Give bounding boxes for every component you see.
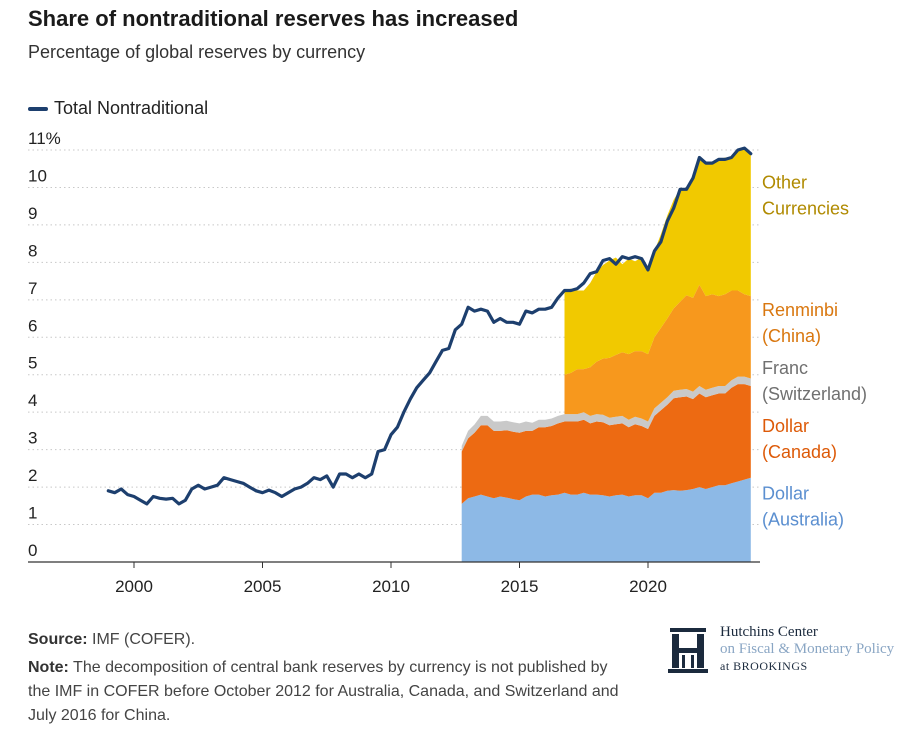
x-tick-label: 2010 xyxy=(372,577,410,596)
grid-lines xyxy=(28,149,760,526)
area-dollar-australia xyxy=(461,477,751,562)
total-line-group xyxy=(106,146,753,506)
series-label-franc: Franc (Switzerland) xyxy=(762,358,867,404)
y-tick-label: 11% xyxy=(28,130,61,148)
series-label-line: Dollar xyxy=(762,416,809,436)
x-tick-label: 2020 xyxy=(629,577,667,596)
series-label-line: (China) xyxy=(762,326,821,346)
series-label-line: (Canada) xyxy=(762,442,837,462)
y-tick-label: 9 xyxy=(28,204,37,223)
y-tick-label: 1 xyxy=(28,504,37,523)
y-tick-label: 7 xyxy=(28,279,37,298)
y-tick-label: 0 xyxy=(28,541,37,560)
logo-text: Hutchins Center on Fiscal & Monetary Pol… xyxy=(720,624,894,675)
hutchins-h-icon xyxy=(668,628,708,673)
series-label-line: Currencies xyxy=(762,199,849,219)
total-nontraditional-line xyxy=(106,146,753,506)
note-label: Note: xyxy=(28,659,69,676)
source-line: Source: IMF (COFER). xyxy=(28,628,195,652)
area-franc-switzerland xyxy=(461,376,751,452)
note-text: The decomposition of central bank reserv… xyxy=(28,659,619,724)
legend-line-swatch xyxy=(28,106,48,111)
legend-label-total: Total Nontraditional xyxy=(54,98,209,118)
series-label-line: (Switzerland) xyxy=(762,384,867,404)
chart-subtitle: Percentage of global reserves by currenc… xyxy=(28,42,366,62)
series-label-renminbi: Renminbi (China) xyxy=(762,300,838,346)
chart-canvas: 0 1 2 3 4 5 6 7 8 9 10 11% 2000 2005 2010 2015 2020 Oth… xyxy=(28,130,867,596)
series-label-aud: Dollar (Australia) xyxy=(762,484,844,530)
y-tick-label: 10 xyxy=(28,166,47,185)
logo-line-2: on Fiscal & Monetary Policy xyxy=(720,641,895,657)
y-axis-ticks: 0 1 2 3 4 5 6 7 8 9 10 11% xyxy=(28,130,61,560)
x-tick-label: 2015 xyxy=(501,577,539,596)
note-block: Note: The decomposition of central bank … xyxy=(28,656,628,728)
x-axis: 2000 2005 2010 2015 2020 xyxy=(28,561,760,596)
area-dollar-canada xyxy=(461,384,751,504)
y-tick-label: 5 xyxy=(28,354,37,373)
y-tick-label: 3 xyxy=(28,429,37,448)
y-tick-label: 8 xyxy=(28,241,37,260)
area-other-currencies xyxy=(564,148,751,375)
x-tick-label: 2000 xyxy=(115,577,153,596)
series-labels: Other Currencies Renminbi (China) Franc (Swit… xyxy=(762,173,867,530)
y-tick-label: 6 xyxy=(28,316,37,335)
series-label-line: Renminbi xyxy=(762,300,838,320)
x-tick-label: 2005 xyxy=(244,577,282,596)
stacked-areas xyxy=(461,148,751,562)
y-tick-label: 2 xyxy=(28,466,37,485)
series-label-line: Dollar xyxy=(762,484,809,504)
series-label-line: Franc xyxy=(762,358,808,378)
legend: Total Nontraditional xyxy=(28,98,208,119)
series-label-other: Other Currencies xyxy=(762,173,849,219)
area-renminbi-china xyxy=(564,284,751,422)
y-tick-label: 4 xyxy=(28,391,37,410)
source-label: Source: xyxy=(28,631,88,648)
chart-title: Share of nontraditional reserves has inc… xyxy=(28,6,519,31)
source-text: IMF (COFER). xyxy=(92,631,196,648)
series-label-line: Other xyxy=(762,173,807,193)
logo-line-3: at BROOKINGS xyxy=(720,659,808,673)
logo-line-1: Hutchins Center xyxy=(720,624,818,640)
series-label-line: (Australia) xyxy=(762,510,844,530)
series-label-cad: Dollar (Canada) xyxy=(762,416,837,462)
hutchins-logo: Hutchins Center on Fiscal & Monetary Pol… xyxy=(668,624,898,680)
